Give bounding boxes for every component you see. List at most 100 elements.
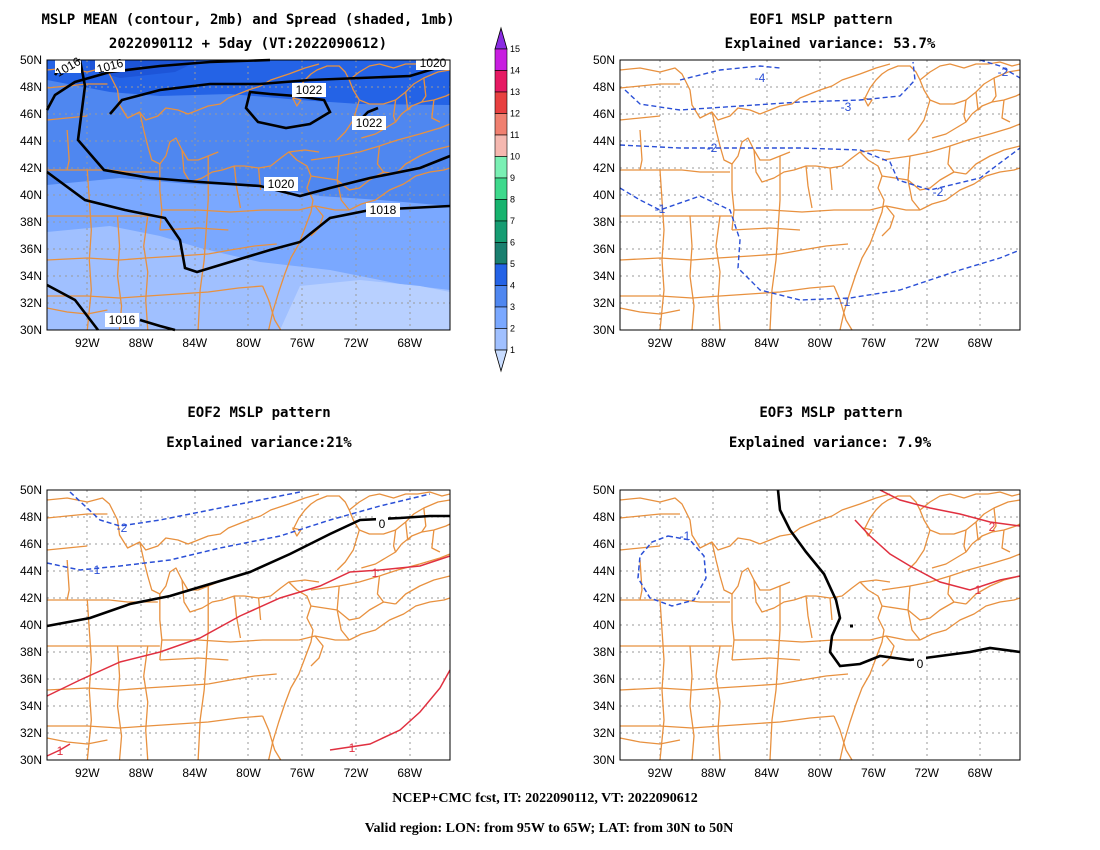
colorbar-label: 6 [510,238,515,248]
map-frame [46,489,451,761]
lat-tick-label: 50N [20,483,42,497]
contour-label: -2 [117,521,128,535]
lat-tick-label: 40N [593,618,615,632]
contour-label: 1 [349,741,356,755]
lat-tick-label: 46N [593,537,615,551]
panel-eof2: EOF2 MSLP pattern Explained variance:21% [46,405,451,761]
axis-tick-labels: 50N 48N 46N 44N 42N 40N 38N 36N 34N 32N 30N 92W 88W 8… [20,53,993,780]
colorbar-label: 12 [510,109,520,119]
colorbar-swatch [494,285,508,308]
eof1-contours [619,59,1021,301]
lat-tick-label: 42N [593,161,615,175]
contour-label: -1 [90,563,101,577]
lon-tick-label: 68W [968,766,993,780]
contour-label: -3 [841,100,852,114]
lat-tick-label: 34N [20,269,42,283]
contour-label: 1020 [420,56,447,70]
colorbar-label: 10 [510,152,520,162]
colorbar-swatch [494,328,508,351]
grid-lines [47,60,450,330]
colorbar-label: 4 [510,281,515,291]
footer-valid-region: Valid region: LON: from 95W to 65W; LAT:… [365,821,734,836]
contour-label: -2 [933,185,944,199]
lon-tick-label: 92W [75,336,100,350]
lon-tick-label: 72W [914,336,939,350]
colorbar-swatch [494,134,508,157]
contour-label: 0 [379,517,386,531]
lat-tick-label: 32N [593,726,615,740]
lat-tick-label: 36N [593,242,615,256]
colorbar-label: 3 [510,302,515,312]
colorbar-label: 11 [510,130,519,140]
lat-tick-label: 40N [20,618,42,632]
lat-tick-label: 32N [20,726,42,740]
panel-eof3: EOF3 MSLP pattern Explained variance: 7.… [619,405,1021,761]
lon-tick-label: 68W [397,766,422,780]
lon-tick-label: 84W [754,766,779,780]
panel-mean: MSLP MEAN (contour, 2mb) and Spread (sha… [41,12,455,332]
panel-title-line1: EOF2 MSLP pattern [187,405,330,421]
footer-forecast-info: NCEP+CMC fcst, IT: 2022090112, VT: 20220… [392,791,697,806]
panel-eof1: EOF1 MSLP pattern Explained variance: 53… [619,12,1021,331]
colorbar-label: 7 [510,216,515,226]
contour-label: 1 [372,566,379,580]
colorbar-label: 13 [510,87,520,97]
eof3-contour-labels: -1 0 2 1 [680,520,996,671]
colorbar-swatch [494,113,508,136]
lat-tick-label: 30N [593,323,615,337]
lon-tick-label: 72W [914,766,939,780]
colorbar-label: 9 [510,173,515,183]
lon-tick-label: 84W [182,766,207,780]
lon-tick-label: 88W [701,336,726,350]
eof2-contour-labels: -2 -1 0 1 1 1 [57,516,388,758]
lat-tick-label: 50N [593,483,615,497]
panel-title-line1: EOF1 MSLP pattern [749,12,892,28]
lon-tick-label: 80W [808,336,833,350]
lat-tick-label: 42N [20,591,42,605]
lat-tick-label: 34N [593,269,615,283]
lat-tick-label: 48N [593,510,615,524]
contour-label: 1018 [370,203,397,217]
colorbar-swatch [494,177,508,200]
contour-label: -1 [680,529,691,543]
lat-tick-label: 50N [20,53,42,67]
lat-tick-label: 40N [20,188,42,202]
contour-label: 1 [57,744,64,758]
panel-title-line1: EOF3 MSLP pattern [759,405,902,421]
lon-tick-label: 92W [75,766,100,780]
colorbar-bottom-triangle [494,349,508,373]
map-frame [619,59,1021,331]
panel-title-line2: Explained variance: 53.7% [725,36,936,52]
contour-label: 1022 [296,83,323,97]
eof3-contours [637,489,1021,668]
contour-label: -2 [998,65,1009,79]
panel-title-line2: Explained variance:21% [166,435,352,451]
panel-title-line1: MSLP MEAN (contour, 2mb) and Spread (sha… [41,12,454,28]
eof1-contour-labels: -4 -3 -2 -2 -2 -1 -1 [655,65,1009,309]
lon-tick-label: 88W [129,336,154,350]
lon-tick-label: 84W [754,336,779,350]
lat-tick-label: 46N [20,537,42,551]
lat-tick-label: 38N [593,645,615,659]
lon-tick-label: 76W [861,336,886,350]
lon-tick-label: 80W [236,766,261,780]
colorbar-swatch [494,156,508,179]
lat-tick-label: 32N [20,296,42,310]
lat-tick-label: 50N [593,53,615,67]
lon-tick-label: 80W [808,766,833,780]
colorbar-swatch [494,306,508,329]
lat-tick-label: 46N [593,107,615,121]
lat-tick-label: 38N [20,645,42,659]
lon-tick-label: 76W [290,336,315,350]
colorbar-swatch [494,263,508,286]
contour-label: 2 [989,520,996,534]
lon-tick-label: 80W [236,336,261,350]
colorbar-top-triangle [494,26,508,50]
lat-tick-label: 38N [20,215,42,229]
lat-tick-label: 40N [593,188,615,202]
contour-label: -1 [840,295,851,309]
lon-tick-label: 76W [861,766,886,780]
colorbar-label: 1 [510,345,515,355]
lon-tick-label: 68W [397,336,422,350]
